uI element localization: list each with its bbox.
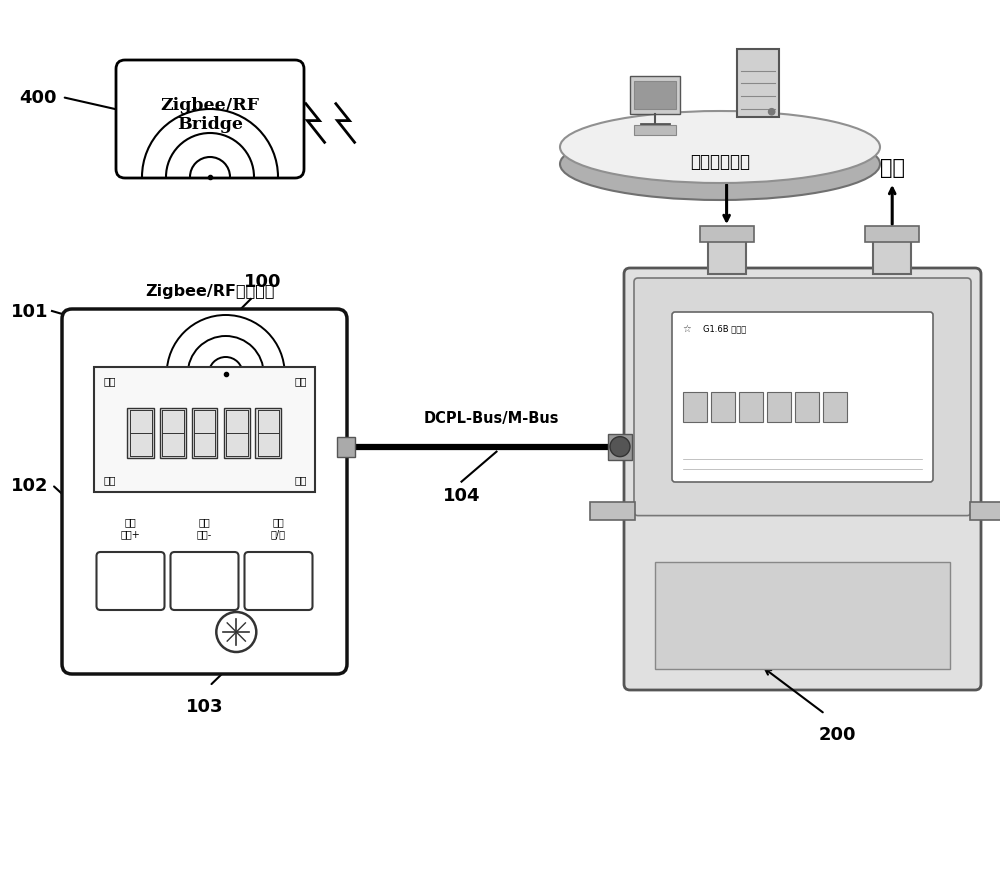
FancyBboxPatch shape xyxy=(873,233,911,275)
FancyBboxPatch shape xyxy=(128,409,154,459)
FancyBboxPatch shape xyxy=(192,409,217,459)
FancyBboxPatch shape xyxy=(116,61,304,179)
FancyBboxPatch shape xyxy=(823,392,847,422)
FancyBboxPatch shape xyxy=(672,313,933,482)
FancyBboxPatch shape xyxy=(630,77,680,115)
Text: 阀门
开/关: 阀门 开/关 xyxy=(271,517,286,539)
FancyBboxPatch shape xyxy=(62,309,347,674)
Text: G1.6B 燃气表: G1.6B 燃气表 xyxy=(703,323,746,333)
Text: 200: 200 xyxy=(818,725,856,743)
Text: Zigbee/RF无线通讯: Zigbee/RF无线通讯 xyxy=(145,284,275,299)
Text: 数据管理中心: 数据管理中心 xyxy=(690,153,750,171)
FancyBboxPatch shape xyxy=(608,434,632,460)
FancyBboxPatch shape xyxy=(634,126,676,136)
FancyBboxPatch shape xyxy=(865,227,919,242)
Text: DCPL-Bus/M-Bus: DCPL-Bus/M-Bus xyxy=(424,410,559,425)
Text: 101: 101 xyxy=(11,302,49,321)
FancyBboxPatch shape xyxy=(634,279,971,516)
FancyBboxPatch shape xyxy=(94,368,315,492)
FancyBboxPatch shape xyxy=(590,502,635,521)
FancyBboxPatch shape xyxy=(683,392,707,422)
Text: Zigbee/RF
Bridge: Zigbee/RF Bridge xyxy=(160,96,260,133)
FancyBboxPatch shape xyxy=(700,227,754,242)
FancyBboxPatch shape xyxy=(337,437,355,457)
FancyBboxPatch shape xyxy=(970,502,1000,521)
Text: 400: 400 xyxy=(19,89,57,107)
FancyBboxPatch shape xyxy=(767,392,791,422)
FancyBboxPatch shape xyxy=(795,392,819,422)
Text: 102: 102 xyxy=(11,476,49,494)
Circle shape xyxy=(610,437,630,457)
FancyBboxPatch shape xyxy=(708,233,746,275)
Text: 100: 100 xyxy=(244,273,282,290)
FancyBboxPatch shape xyxy=(255,409,282,459)
Text: 103: 103 xyxy=(186,697,223,715)
FancyBboxPatch shape xyxy=(224,409,250,459)
FancyBboxPatch shape xyxy=(739,392,763,422)
FancyBboxPatch shape xyxy=(655,563,950,669)
Text: 104: 104 xyxy=(443,486,480,504)
Ellipse shape xyxy=(560,112,880,183)
Text: 时间
设定-: 时间 设定- xyxy=(197,517,212,539)
FancyBboxPatch shape xyxy=(244,553,312,610)
Text: 时间: 时间 xyxy=(104,376,116,386)
Text: 开启: 开启 xyxy=(104,475,116,485)
Text: 时间
设定+: 时间 设定+ xyxy=(121,517,140,539)
FancyBboxPatch shape xyxy=(624,269,981,690)
FancyBboxPatch shape xyxy=(170,553,238,610)
Text: 报警: 报警 xyxy=(294,376,307,386)
Circle shape xyxy=(768,109,775,116)
Text: ☆: ☆ xyxy=(683,323,691,334)
FancyBboxPatch shape xyxy=(160,409,186,459)
Text: 进气: 进气 xyxy=(714,158,739,178)
Text: 关闭: 关闭 xyxy=(294,475,307,485)
FancyBboxPatch shape xyxy=(634,82,676,110)
Ellipse shape xyxy=(560,129,880,201)
FancyBboxPatch shape xyxy=(737,50,779,118)
FancyBboxPatch shape xyxy=(96,553,164,610)
Text: 出气: 出气 xyxy=(880,158,905,178)
FancyBboxPatch shape xyxy=(711,392,735,422)
